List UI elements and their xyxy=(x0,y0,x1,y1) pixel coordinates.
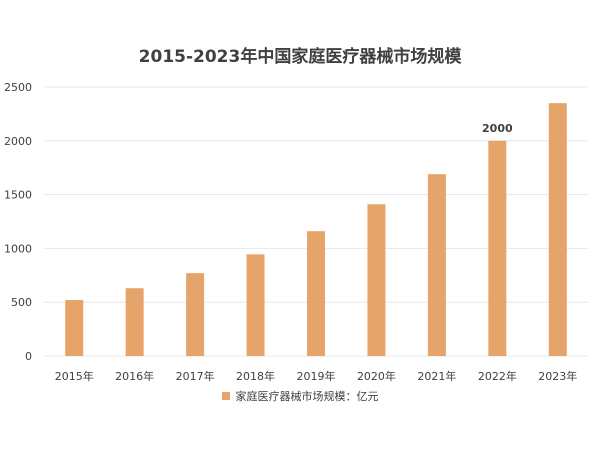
bar-4 xyxy=(307,231,325,356)
y-tick-label: 1500 xyxy=(4,189,32,202)
y-tick-label: 2500 xyxy=(4,81,32,94)
y-tick-label: 0 xyxy=(25,350,32,363)
x-tick-label: 2022年 xyxy=(478,369,517,383)
y-tick-label: 2000 xyxy=(4,135,32,148)
x-tick-label: 2016年 xyxy=(115,369,154,383)
chart-title: 2015-2023年中国家庭医疗器械市场规模 xyxy=(138,47,462,67)
x-tick-label: 2021年 xyxy=(417,369,456,383)
bar-5 xyxy=(367,204,386,356)
bar-2 xyxy=(186,273,205,356)
x-tick-label: 2020年 xyxy=(357,369,396,383)
bar-0 xyxy=(65,300,84,356)
x-tick-label: 2015年 xyxy=(55,369,94,383)
legend-label: 家庭医疗器械市场规模：亿元 xyxy=(235,390,379,403)
bar-1 xyxy=(125,288,144,356)
legend-swatch xyxy=(221,392,230,400)
x-tick-label: 2018年 xyxy=(236,369,275,383)
y-tick-label: 500 xyxy=(11,296,32,309)
chart-legend: 家庭医疗器械市场规模：亿元 xyxy=(0,388,600,404)
bar-7 xyxy=(488,140,507,356)
y-tick-label: 1000 xyxy=(4,242,32,255)
data-label: 2000 xyxy=(482,122,513,135)
bar-3 xyxy=(246,254,265,356)
x-tick-label: 2019年 xyxy=(297,369,336,383)
x-tick-label: 2023年 xyxy=(538,369,577,383)
x-tick-label: 2017年 xyxy=(176,369,215,383)
bar-6 xyxy=(427,174,446,356)
bar-8 xyxy=(548,103,567,356)
